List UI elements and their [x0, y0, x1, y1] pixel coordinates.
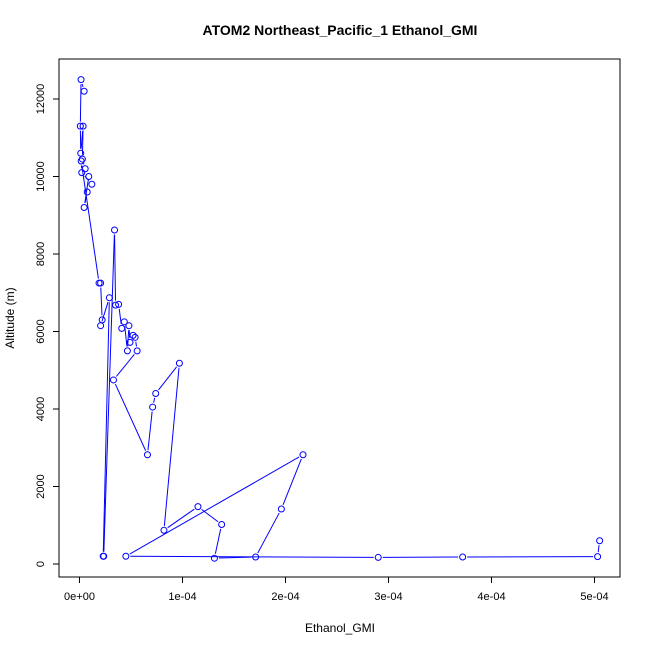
data-point — [299, 451, 307, 459]
series-line-segment — [158, 366, 178, 391]
series-line-segment — [218, 556, 252, 559]
series-lines — [79, 83, 600, 559]
data-point — [112, 301, 120, 309]
series-line-segment — [79, 84, 82, 122]
data-point — [85, 173, 93, 180]
series-points — [76, 76, 604, 562]
data-point — [115, 300, 123, 308]
series-line-segment — [102, 302, 110, 552]
data-point — [143, 451, 151, 459]
data-point — [120, 318, 128, 326]
y-axis: 0 2000 4000 6000 8000 10000 12000 — [35, 84, 60, 567]
data-point — [252, 553, 260, 561]
data-point — [459, 553, 467, 561]
y-tick-label: 10000 — [35, 161, 47, 192]
data-point — [97, 322, 105, 330]
series-line-segment — [114, 383, 147, 451]
data-point — [596, 537, 604, 545]
data-point — [218, 520, 226, 528]
series-line-segment — [135, 341, 137, 347]
series-line-segment — [153, 397, 156, 403]
series-line-segment — [81, 165, 99, 279]
y-axis-label-group: Altitude (m) — [3, 287, 17, 348]
data-point — [79, 122, 87, 130]
data-point — [152, 390, 160, 397]
data-point — [100, 552, 108, 560]
y-tick-label: 6000 — [35, 319, 47, 343]
data-point — [160, 526, 168, 534]
y-tick-label: 0 — [35, 561, 47, 567]
data-point — [129, 331, 137, 339]
series-line-segment — [167, 508, 195, 529]
x-tick-label: 3e-04 — [374, 591, 402, 603]
series-line-segment — [257, 512, 280, 554]
data-point — [78, 169, 86, 177]
series-line-segment — [127, 330, 130, 347]
data-point — [126, 338, 134, 346]
series-line-segment — [163, 367, 180, 526]
data-point — [111, 226, 119, 234]
data-point — [76, 122, 84, 130]
data-point — [175, 359, 183, 367]
data-point — [77, 76, 85, 84]
x-tick-label: 0e+00 — [64, 591, 95, 603]
chart-title: ATOM2 Northeast_Pacific_1 Ethanol_GMI — [203, 22, 478, 38]
data-point — [118, 324, 126, 332]
plot-frame — [58, 58, 621, 578]
x-axis-label: Ethanol_GMI — [305, 621, 375, 635]
x-tick-label: 1e-04 — [168, 591, 196, 603]
series-line-segment — [100, 287, 103, 316]
series-line-segment — [214, 528, 222, 554]
data-point — [210, 554, 218, 562]
y-tick-label: 4000 — [35, 397, 47, 421]
data-point — [277, 505, 285, 513]
series-line-segment — [103, 234, 115, 552]
series-line-segment — [597, 545, 600, 553]
data-point — [109, 376, 117, 384]
y-axis-label: Altitude (m) — [3, 287, 17, 348]
data-point — [125, 322, 133, 330]
data-point — [149, 403, 157, 411]
data-point — [131, 333, 139, 341]
series-line-segment — [130, 555, 374, 558]
x-tick-label: 5e-04 — [580, 591, 608, 603]
y-tick-label: 2000 — [35, 474, 47, 498]
series-line-segment — [114, 234, 116, 301]
y-tick-label: 8000 — [35, 242, 47, 266]
series-line-segment — [129, 456, 300, 555]
data-point — [105, 294, 113, 302]
x-axis: 0e+00 1e-04 2e-04 3e-04 4e-04 5e-04 — [64, 576, 609, 603]
data-point — [374, 553, 382, 561]
data-point — [80, 204, 88, 211]
data-point — [83, 188, 91, 196]
series-line-segment — [101, 301, 109, 322]
data-point — [594, 553, 602, 561]
data-point — [97, 279, 105, 287]
data-point — [194, 503, 202, 511]
data-point — [81, 165, 89, 173]
data-point — [78, 155, 86, 163]
series-line-segment — [81, 83, 84, 88]
series-line-segment — [282, 458, 302, 505]
data-point — [88, 180, 96, 188]
data-point — [77, 157, 85, 165]
data-point — [122, 552, 130, 560]
data-point — [133, 347, 141, 355]
x-tick-label: 2e-04 — [271, 591, 299, 603]
data-point — [123, 347, 131, 355]
x-tick-label: 4e-04 — [477, 591, 505, 603]
data-point — [80, 87, 88, 95]
series-line-segment — [147, 411, 153, 451]
series-line-segment — [115, 354, 135, 377]
y-tick-label: 12000 — [35, 84, 47, 115]
